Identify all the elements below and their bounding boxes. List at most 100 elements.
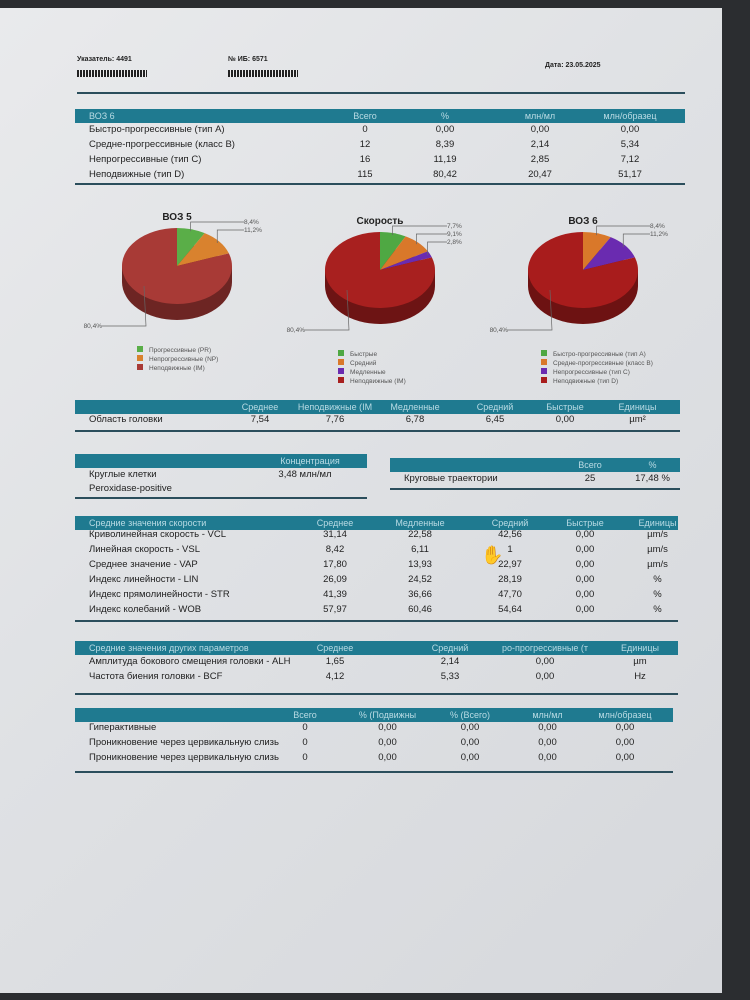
cell: 0,00 xyxy=(538,722,557,733)
cell: µm xyxy=(633,656,647,667)
table-row: Индекс колебаний - WOB 57,97 60,46 54,64 0,0… xyxy=(75,603,685,617)
row-label: Неподвижные (тип D) xyxy=(89,169,185,180)
table-header: Всего % (Подвижны % (Всего) млн/мл млн/образ… xyxy=(75,708,673,722)
column-header: Неподвижные (IM xyxy=(297,402,373,412)
cell: µm/s xyxy=(647,544,668,555)
cell: 3,48 млн/мл xyxy=(278,469,332,480)
cell: 22,58 xyxy=(408,529,432,540)
legend-swatch xyxy=(338,368,344,374)
row-label: Круговые траектории xyxy=(404,473,498,484)
legend-swatch xyxy=(137,364,143,370)
pie-slice xyxy=(380,251,432,270)
column-header: Единицы xyxy=(618,402,657,412)
divider xyxy=(77,92,685,94)
column-header: млн/мл xyxy=(524,111,556,121)
legend-label: Неподвижные (тип D) xyxy=(553,378,618,385)
cell: 5,34 xyxy=(620,139,640,150)
column-header: Среднее xyxy=(241,402,279,412)
table-row: Криволинейная скорость - VCL 31,14 22,58 42… xyxy=(75,528,685,542)
column-header: Медленные xyxy=(395,518,445,528)
cell: 0,00 xyxy=(538,737,557,748)
row-label: Peroxidase-positive xyxy=(89,483,172,494)
cell: 8,39 xyxy=(435,139,455,150)
cell: 0,00 xyxy=(538,752,557,763)
cell: 1,65 xyxy=(325,656,345,667)
column-header: Среднее xyxy=(316,643,354,653)
column-header: Быстрые xyxy=(546,402,584,412)
cell: 0,00 xyxy=(575,604,595,615)
circular-header: Всего % xyxy=(390,458,680,472)
column-header: Всего xyxy=(353,111,377,121)
hand-cursor-icon: ✋ xyxy=(481,545,504,565)
table-row: Peroxidase-positive xyxy=(75,482,367,496)
pie-slice xyxy=(380,236,428,270)
cell: µm/s xyxy=(647,559,668,570)
divider xyxy=(75,497,367,499)
row-label: Индекс колебаний - WOB xyxy=(89,604,202,615)
cell: 22,97 xyxy=(498,559,522,570)
row-label: Гиперактивные xyxy=(89,722,157,733)
cell: 0,00 xyxy=(460,737,480,748)
table-row: Быстро-прогрессивные (тип A) 0 0,00 0,00 0,0… xyxy=(75,123,685,137)
cell: 2,14 xyxy=(530,139,550,150)
table-row: Неподвижные (тип D) 115 80,42 20,47 51,17 xyxy=(75,168,685,182)
cell: 6,45 xyxy=(485,414,505,425)
table-row: Амплитуда бокового смещения головки - AL… xyxy=(75,655,685,669)
column-header: Средний xyxy=(491,518,529,528)
who6-table-header: ВОЗ 6 Всего % млн/мл млн/образец xyxy=(75,109,685,123)
divider xyxy=(75,430,680,432)
head-table-header: Среднее Неподвижные (IM Медленные Средний Бы… xyxy=(75,400,680,414)
legend-label: Непрогрессивные (тип C) xyxy=(553,369,630,376)
cell: 51,17 xyxy=(618,169,642,180)
row-label: Линейная скорость - VSL xyxy=(89,544,201,555)
slice-label: 2,8% xyxy=(447,239,462,246)
chart-title: Скорость xyxy=(357,216,404,227)
legend-label: Неподвижные (IM) xyxy=(149,365,205,372)
cell: 0,00 xyxy=(615,737,635,748)
column-header: Единицы xyxy=(638,518,677,528)
row-label: Частота биения головки - BCF xyxy=(89,671,223,682)
legend-swatch xyxy=(541,368,547,374)
cell: 0 xyxy=(302,737,308,748)
slice-label: 8,4% xyxy=(650,223,665,230)
table-row: Непрогрессивные (тип C) 16 11,19 2,85 7,12 xyxy=(75,153,685,167)
row-label: Непрогрессивные (тип C) xyxy=(89,154,202,165)
legend-label: Неподвижные (IM) xyxy=(350,378,406,385)
cell: 0 xyxy=(362,124,368,135)
row-label: Область головки xyxy=(89,414,163,425)
divider xyxy=(75,771,673,773)
table-title: ВОЗ 6 xyxy=(89,111,115,121)
column-header: млн/мл xyxy=(532,710,563,720)
cell: 20,47 xyxy=(528,169,552,180)
row-label: Индекс линейности - LIN xyxy=(89,574,199,585)
legend-label: Быстро-прогрессивные (тип A) xyxy=(553,351,646,358)
column-header: Всего xyxy=(293,710,317,720)
legend-label: Средний xyxy=(350,359,377,367)
cell: 0,00 xyxy=(460,752,480,763)
cell: 80,42 xyxy=(433,169,457,180)
table-title: Средние значения скорости xyxy=(89,518,207,528)
chart-title: ВОЗ 5 xyxy=(162,212,192,223)
legend-swatch xyxy=(338,350,344,356)
legend-swatch xyxy=(541,350,547,356)
cell: 31,14 xyxy=(323,529,347,540)
cell: 16 xyxy=(359,154,371,165)
legend-swatch xyxy=(338,359,344,365)
cell: 13,93 xyxy=(408,559,432,570)
report-date: Дата: 23.05.2025 xyxy=(545,62,601,69)
legend-swatch xyxy=(137,355,143,361)
divider xyxy=(75,693,678,695)
pie-slice xyxy=(177,233,229,266)
table-row: Проникновение через цервикальную слизь 0 0… xyxy=(75,736,685,750)
cell: 0,00 xyxy=(575,574,595,585)
cell: % xyxy=(653,574,662,585)
divider xyxy=(75,620,678,622)
cell: 0,00 xyxy=(530,124,550,135)
pie-slice xyxy=(583,237,635,270)
cell: 47,70 xyxy=(498,589,522,600)
cell: 28,19 xyxy=(498,574,522,585)
cell: 6,78 xyxy=(405,414,425,425)
column-header: Концентрация xyxy=(280,456,340,466)
legend-swatch xyxy=(137,346,143,352)
cell: 0,00 xyxy=(555,414,575,425)
